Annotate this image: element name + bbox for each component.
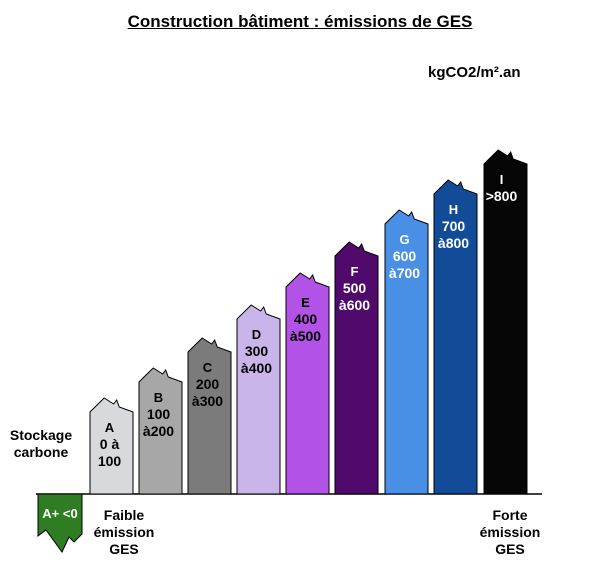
class-d-range-line-1: 300 [245,343,269,359]
class-e-letter: E [301,295,310,310]
class-d-range-line-2: à400 [241,360,272,376]
class-a-range-line-2: 100 [98,453,122,469]
bars-group: A+ <0A0 à100B100à200C200à300D300à400E400… [37,149,528,553]
class-a-range-line-1: 0 à [100,436,120,452]
class-d-letter: D [252,327,261,342]
class-e-range-line-2: à500 [290,328,321,344]
class-c-range-line-2: à300 [192,393,223,409]
class-b-range-line-1: 100 [147,406,171,422]
class-h-range-line-1: 700 [442,218,466,234]
stockage-line-1: Stockage [9,427,73,443]
class-a-plus-shape [37,493,83,553]
diagram-title: Construction bâtiment : émissions de GES [127,12,473,31]
stockage-carbone-label: Stockage carbone [6,427,76,461]
forte-line-2: émission [479,524,541,540]
class-f-range-line-1: 500 [343,280,367,296]
class-i-shape [483,149,528,495]
forte-emission-label: Forte émission GES [470,507,550,558]
class-i-letter: I [500,172,504,187]
class-g-range-line-2: à700 [389,265,420,281]
class-c-shape [187,337,232,495]
class-g-shape [384,209,429,495]
class-c-letter: C [203,360,213,375]
class-f-range-line-2: à600 [339,297,370,313]
forte-line-3: GES [495,541,525,557]
class-g-range-line-1: 600 [393,248,417,264]
faible-line-1: Faible [103,507,145,523]
class-b-letter: B [154,390,163,405]
class-e-range-line-1: 400 [294,311,318,327]
stockage-line-2: carbone [13,444,69,460]
class-a-letter: A [105,420,115,435]
class-a-plus-label: A+ <0 [42,506,77,521]
faible-line-2: émission [93,524,155,540]
class-g-letter: G [399,232,409,247]
class-b-shape [138,367,183,495]
class-h-range-line-2: à800 [438,235,469,251]
class-i-bar: I>800 [483,149,528,495]
class-d-shape [236,304,281,495]
class-b-range-line-2: à200 [143,423,174,439]
class-f-letter: F [351,264,359,279]
class-c-range-line-1: 200 [196,376,220,392]
class-h-letter: H [449,202,458,217]
forte-line-1: Forte [492,507,528,523]
faible-emission-label: Faible émission GES [84,507,164,558]
class-f-shape [334,241,379,495]
class-i-range-line-1: >800 [486,188,518,204]
unit-label: kgCO2/m².an [428,64,521,81]
faible-line-3: GES [109,541,139,557]
class-e-shape [285,272,330,495]
class-a-plus-bar: A+ <0 [37,493,83,553]
class-h-shape [433,179,478,495]
class-a-shape [89,397,134,495]
